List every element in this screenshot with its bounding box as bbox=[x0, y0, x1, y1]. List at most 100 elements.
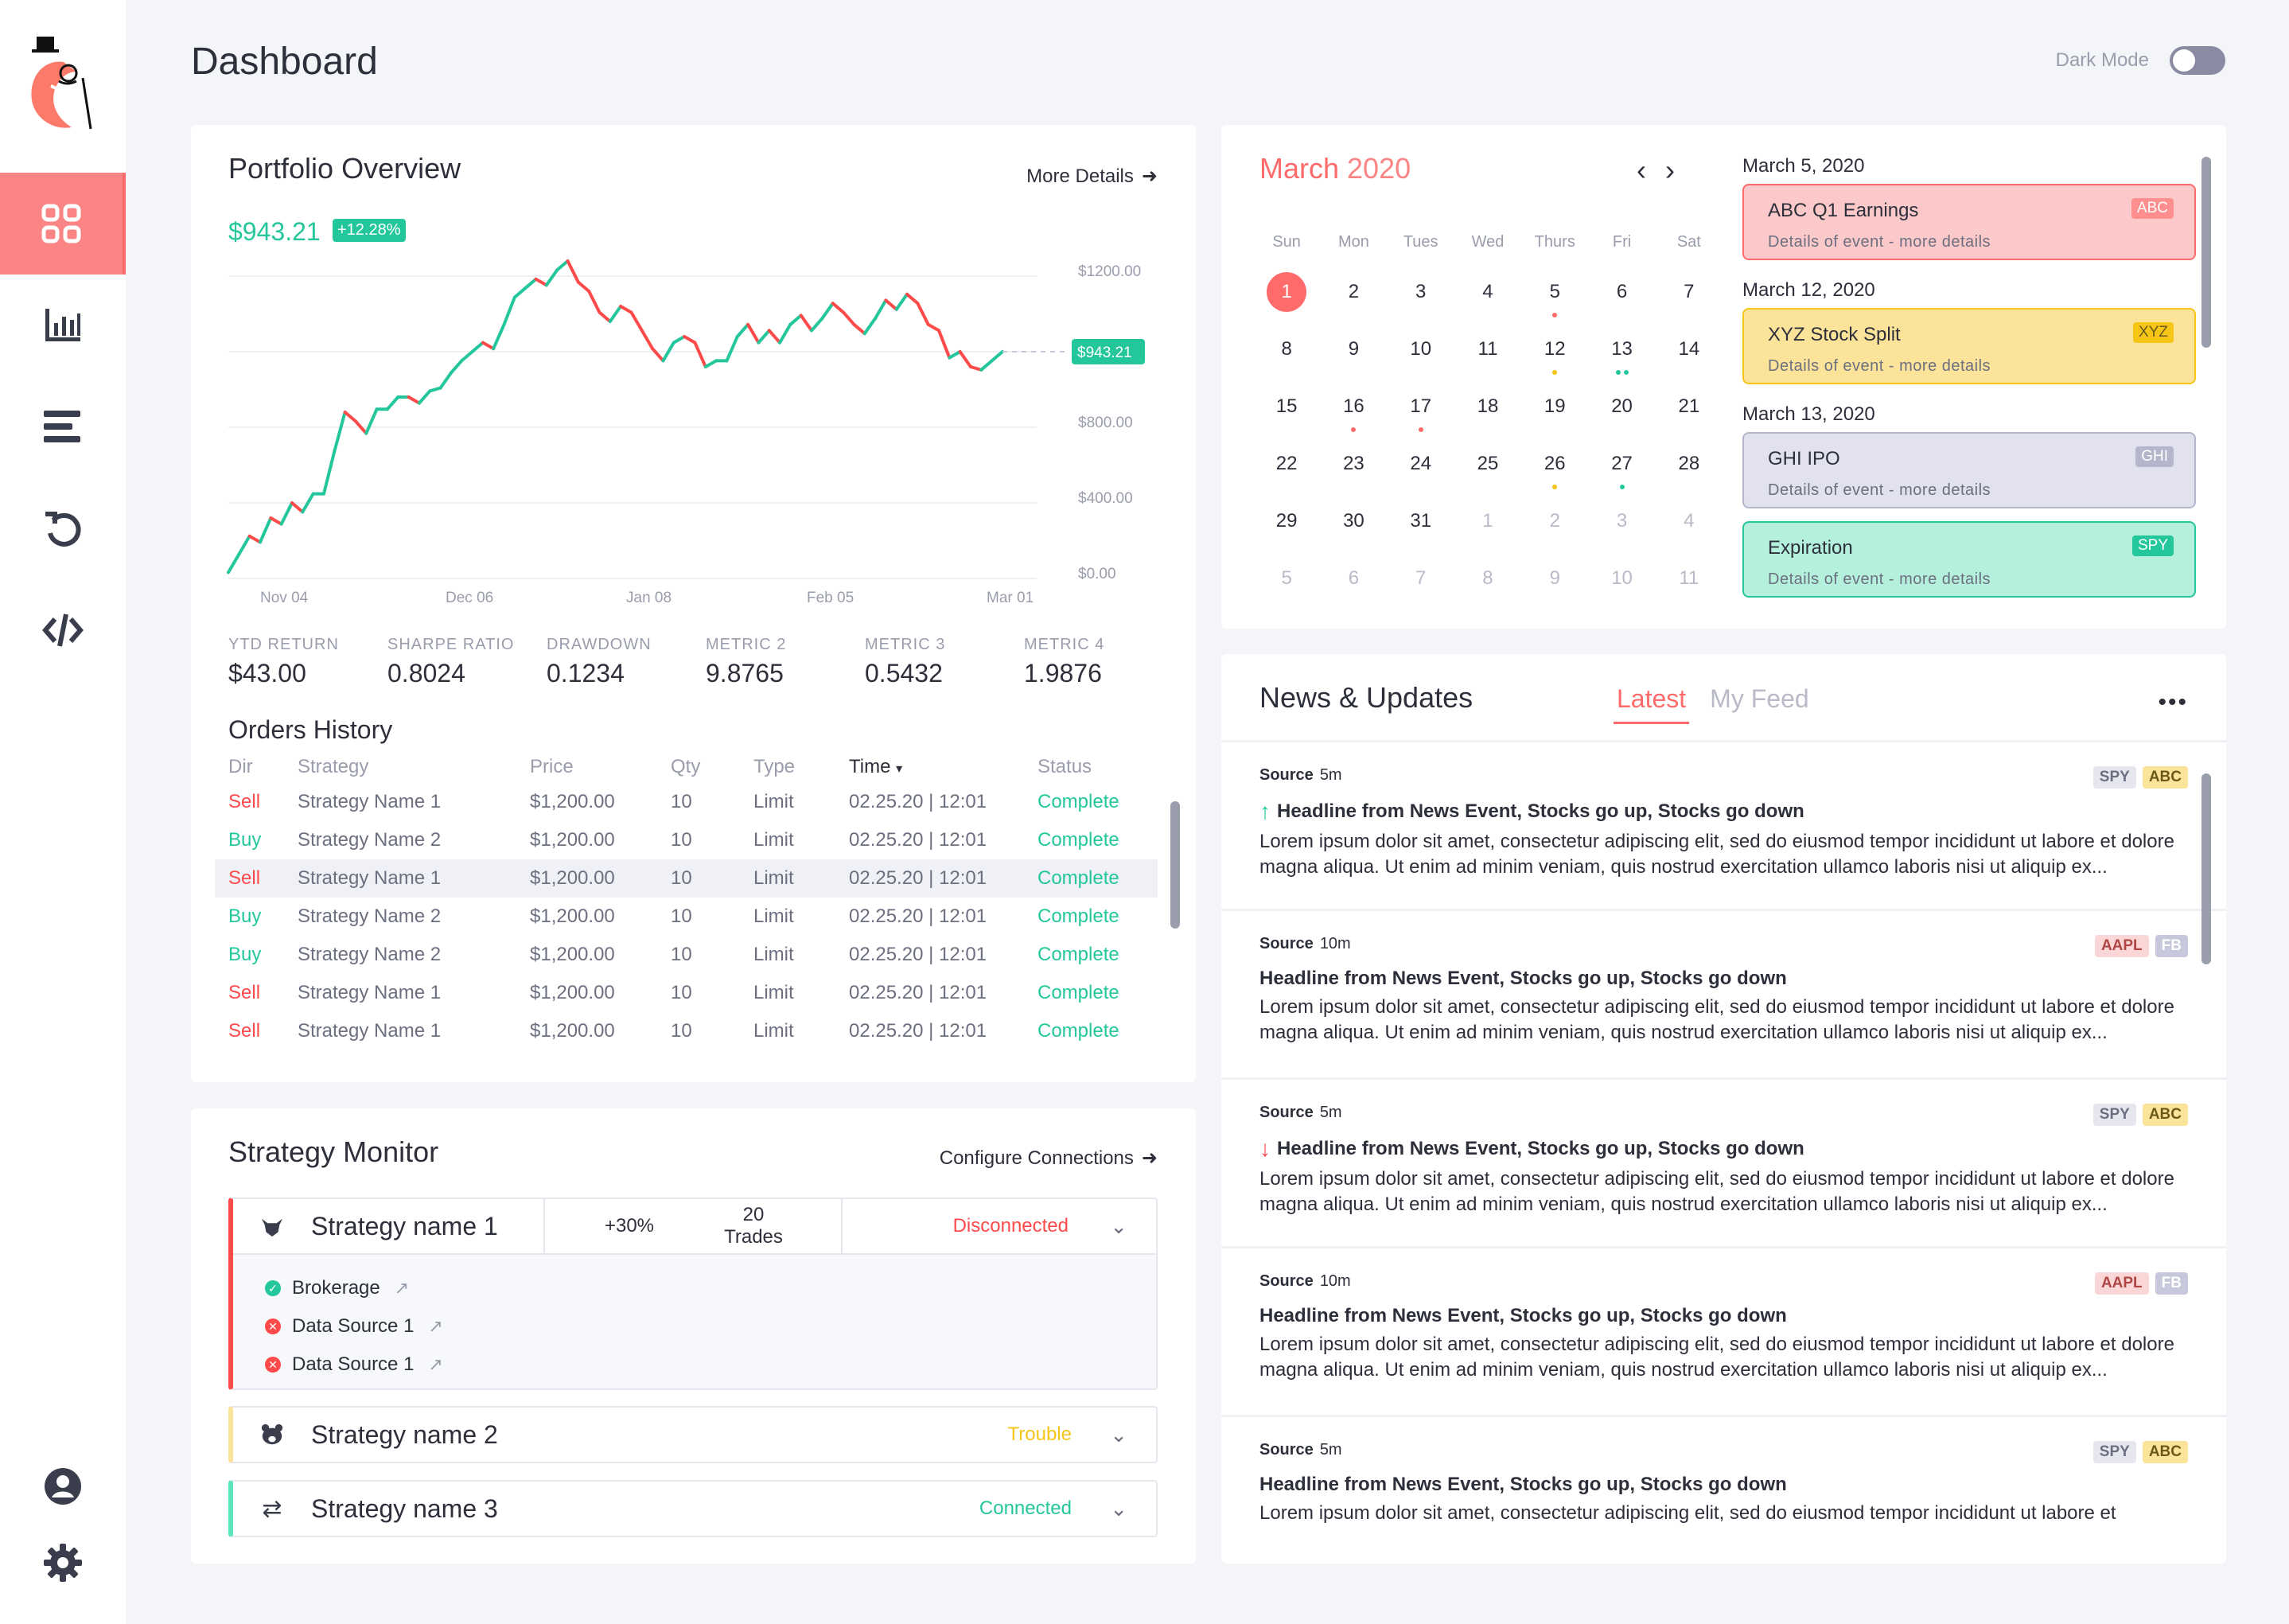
external-link-icon[interactable]: ↗ bbox=[428, 1354, 443, 1374]
table-row[interactable]: Sell Strategy Name 1 $1,200.00 10 Limit … bbox=[215, 1012, 1158, 1050]
chevron-left-icon[interactable]: ‹ bbox=[1637, 154, 1646, 186]
event-card[interactable]: ABC Q1 Earnings Details of event - more … bbox=[1742, 184, 2196, 260]
calendar-day[interactable]: 4 bbox=[1656, 505, 1723, 537]
calendar-day[interactable]: 8 bbox=[1253, 333, 1320, 365]
chevron-right-icon[interactable]: › bbox=[1665, 154, 1675, 186]
calendar-day[interactable]: 31 bbox=[1388, 505, 1454, 537]
calendar-day[interactable]: 10 bbox=[1588, 563, 1655, 594]
calendar-day[interactable]: 3 bbox=[1388, 276, 1454, 308]
ticker-tag[interactable]: SPY bbox=[2092, 1441, 2136, 1463]
calendar-day[interactable]: 29 bbox=[1253, 505, 1320, 537]
calendar-day[interactable]: 1 bbox=[1454, 505, 1521, 537]
ticker-tag[interactable]: SPY bbox=[2092, 1104, 2136, 1126]
table-row[interactable]: Buy Strategy Name 2 $1,200.00 10 Limit 0… bbox=[215, 898, 1158, 936]
tab-latest[interactable]: Latest bbox=[1614, 684, 1690, 724]
event-dot bbox=[1619, 485, 1625, 489]
calendar-day[interactable]: 13 bbox=[1588, 333, 1655, 375]
news-item[interactable]: Source 10m Headline from News Event, Stoc… bbox=[1221, 1246, 2226, 1415]
events-scrollbar[interactable] bbox=[2201, 157, 2211, 348]
calendar-day[interactable]: 26 bbox=[1521, 448, 1588, 489]
table-row[interactable]: Buy Strategy Name 2 $1,200.00 10 Limit 0… bbox=[215, 936, 1158, 974]
calendar-day[interactable]: 11 bbox=[1656, 563, 1723, 594]
more-details-link[interactable]: More Details ➜ bbox=[1026, 165, 1158, 188]
chevron-down-icon[interactable]: ⌄ bbox=[1110, 1422, 1127, 1447]
ticker-tag[interactable]: FB bbox=[2155, 1272, 2188, 1295]
calendar-day[interactable]: 27 bbox=[1588, 448, 1655, 489]
calendar-day[interactable]: 5 bbox=[1521, 276, 1588, 317]
calendar-day[interactable]: 17 bbox=[1388, 391, 1454, 432]
calendar-day[interactable]: 4 bbox=[1454, 276, 1521, 308]
more-options-icon[interactable]: ••• bbox=[2158, 689, 2188, 715]
ticker-tag[interactable]: ABC bbox=[2142, 1104, 2188, 1126]
calendar-day[interactable]: 19 bbox=[1521, 391, 1588, 423]
calendar-day[interactable]: 28 bbox=[1656, 448, 1723, 480]
calendar-day-today[interactable]: 1 bbox=[1253, 272, 1320, 312]
calendar-day[interactable]: 6 bbox=[1588, 276, 1655, 308]
nav-list[interactable] bbox=[0, 376, 126, 477]
chevron-down-icon[interactable]: ⌄ bbox=[1110, 1496, 1127, 1521]
toggle-knob bbox=[2173, 49, 2195, 72]
calendar-day[interactable]: 7 bbox=[1656, 276, 1723, 308]
ticker-tag[interactable]: FB bbox=[2155, 935, 2188, 957]
price-segment bbox=[449, 359, 464, 375]
col-time-sort[interactable]: Time ▾ bbox=[849, 756, 1037, 778]
calendar-day[interactable]: 7 bbox=[1388, 563, 1454, 594]
ticker-tag[interactable]: ABC bbox=[2142, 766, 2188, 789]
calendar-day[interactable]: 18 bbox=[1454, 391, 1521, 423]
news-item[interactable]: Source 5m Headline from News Event, Stock… bbox=[1221, 1415, 2226, 1552]
calendar-day[interactable]: 3 bbox=[1588, 505, 1655, 537]
table-row[interactable]: Sell Strategy Name 1 $1,200.00 10 Limit … bbox=[215, 783, 1158, 821]
ticker-tag[interactable]: AAPL bbox=[2094, 935, 2149, 957]
calendar-day[interactable]: 10 bbox=[1388, 333, 1454, 365]
nav-profile[interactable] bbox=[0, 1435, 126, 1537]
strategy-3-header[interactable]: ⇄ Strategy name 3 Connected ⌄ bbox=[233, 1482, 1156, 1536]
ticker-tag[interactable]: AAPL bbox=[2094, 1272, 2149, 1295]
calendar-day[interactable]: 15 bbox=[1253, 391, 1320, 423]
nav-analytics[interactable] bbox=[0, 274, 126, 376]
ticker-tag[interactable]: ABC bbox=[2142, 1441, 2188, 1463]
calendar-day[interactable]: 6 bbox=[1320, 563, 1387, 594]
calendar-day[interactable]: 25 bbox=[1454, 448, 1521, 480]
table-row[interactable]: Sell Strategy Name 1 $1,200.00 10 Limit … bbox=[215, 859, 1158, 898]
event-card[interactable]: XYZ Stock Split Details of event - more … bbox=[1742, 308, 2196, 384]
strategy-1-header[interactable]: Strategy name 1 +30% 20 Trades Disconnec… bbox=[233, 1199, 1156, 1253]
ticker-tag[interactable]: SPY bbox=[2092, 766, 2136, 789]
news-item[interactable]: Source 5m ↓ Headline from News Event, Stoc… bbox=[1221, 1077, 2226, 1246]
table-row[interactable]: Sell Strategy Name 1 $1,200.00 10 Limit … bbox=[215, 974, 1158, 1012]
calendar-day[interactable]: 22 bbox=[1253, 448, 1320, 480]
strategy-2-header[interactable]: Strategy name 2 Trouble ⌄ bbox=[233, 1408, 1156, 1462]
external-link-icon[interactable]: ↗ bbox=[428, 1316, 443, 1336]
external-link-icon[interactable]: ↗ bbox=[394, 1278, 410, 1298]
news-scrollbar[interactable] bbox=[2201, 773, 2211, 964]
nav-code[interactable] bbox=[0, 579, 126, 681]
calendar-day[interactable]: 21 bbox=[1656, 391, 1723, 423]
calendar-day[interactable]: 8 bbox=[1454, 563, 1521, 594]
calendar-day[interactable]: 24 bbox=[1388, 448, 1454, 480]
news-item[interactable]: Source 10m Headline from News Event, Stoc… bbox=[1221, 909, 2226, 1077]
tab-my-feed[interactable]: My Feed bbox=[1710, 684, 1809, 713]
calendar-day[interactable]: 2 bbox=[1521, 505, 1588, 537]
news-item[interactable]: Source 5m ↑ Headline from News Event, Stoc… bbox=[1221, 740, 2226, 909]
calendar-day[interactable]: 14 bbox=[1656, 333, 1723, 365]
calendar-day[interactable]: 2 bbox=[1320, 276, 1387, 308]
table-row[interactable]: Buy Strategy Name 2 $1,200.00 10 Limit 0… bbox=[215, 821, 1158, 859]
calendar-day[interactable]: 5 bbox=[1253, 563, 1320, 594]
calendar-day[interactable]: 30 bbox=[1320, 505, 1387, 537]
nav-history[interactable] bbox=[0, 477, 126, 579]
orders-scrollbar[interactable] bbox=[1170, 801, 1180, 929]
calendar-day[interactable]: 11 bbox=[1454, 333, 1521, 365]
nav-settings[interactable] bbox=[0, 1512, 126, 1614]
calendar-day[interactable]: 16 bbox=[1320, 391, 1387, 432]
dark-mode-toggle[interactable] bbox=[2170, 46, 2225, 75]
chevron-down-icon[interactable]: ⌄ bbox=[1110, 1213, 1127, 1238]
calendar-day[interactable]: 9 bbox=[1521, 563, 1588, 594]
calendar-day[interactable]: 12 bbox=[1521, 333, 1588, 375]
calendar-day[interactable]: 20 bbox=[1588, 391, 1655, 423]
configure-connections-link[interactable]: Configure Connections ➜ bbox=[940, 1147, 1158, 1170]
calendar-day[interactable]: 9 bbox=[1320, 333, 1387, 365]
calendar-day[interactable]: 23 bbox=[1320, 448, 1387, 480]
nav-dashboard[interactable] bbox=[0, 173, 126, 275]
event-card[interactable]: GHI IPO Details of event - more details … bbox=[1742, 432, 2196, 508]
price-segment bbox=[333, 411, 347, 454]
event-card[interactable]: Expiration Details of event - more detai… bbox=[1742, 521, 2196, 598]
